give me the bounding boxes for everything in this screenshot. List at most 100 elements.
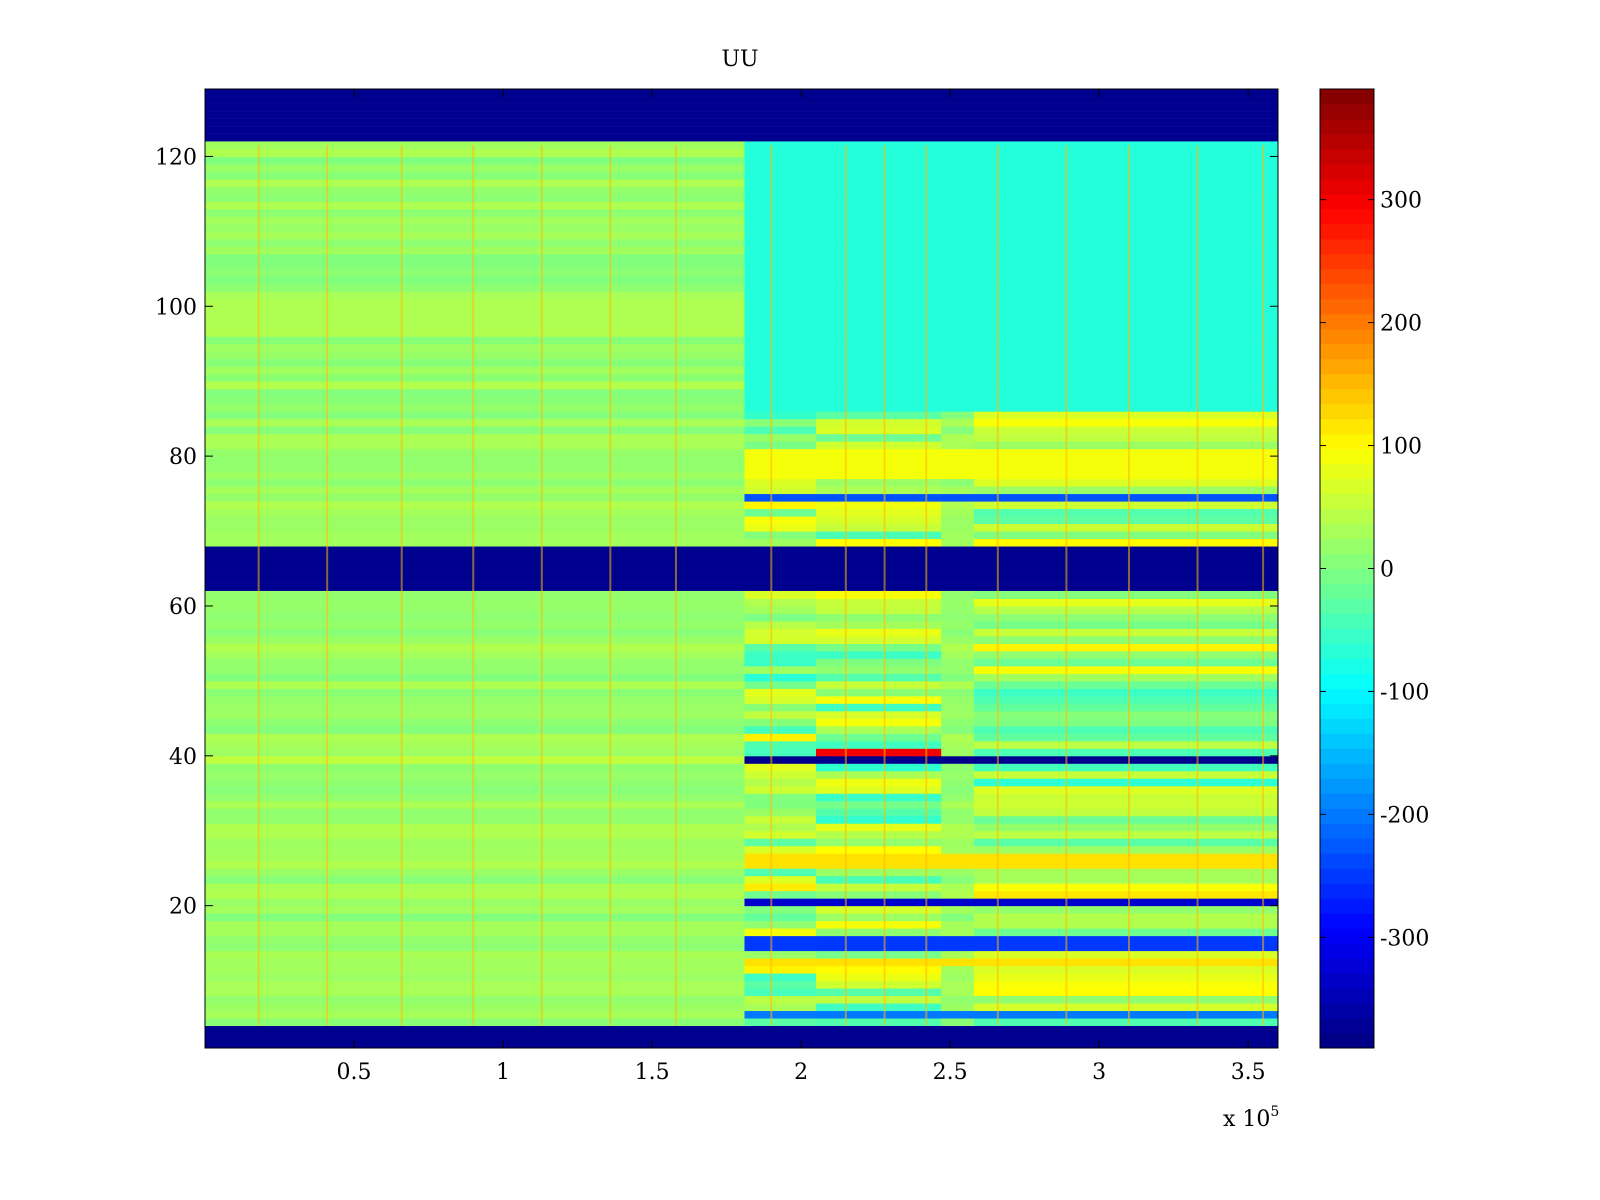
heatmap-cell (205, 703, 745, 712)
heatmap-cell (973, 793, 1279, 802)
heatmap-cell (941, 508, 975, 517)
heatmap-cell (973, 703, 1279, 712)
heatmap-cell (205, 920, 745, 929)
heatmap-cell (744, 605, 817, 614)
heatmap-cell (744, 463, 817, 472)
masked-row (205, 583, 1278, 591)
heatmap-cell (941, 411, 975, 420)
heatmap-cell (816, 1010, 942, 1019)
colorbar-swatch (1320, 178, 1374, 195)
colorbar-swatch (1320, 868, 1374, 884)
heatmap-cell (816, 838, 942, 847)
heatmap-cell (205, 381, 745, 390)
heatmap-cell (973, 328, 1279, 337)
heatmap-cell (973, 426, 1279, 435)
heatmap-cell (205, 628, 745, 637)
heatmap-cell (816, 261, 942, 270)
heatmap-cell (816, 890, 942, 899)
heatmap-cell (744, 208, 817, 217)
heatmap-cell (941, 740, 975, 749)
heatmap-cell (205, 808, 745, 817)
heatmap-cell (816, 478, 942, 487)
heatmap-cell (941, 913, 975, 922)
colorbar-swatch (1320, 223, 1374, 240)
heatmap-cell (816, 208, 942, 217)
heatmap-cell (744, 995, 817, 1004)
heatmap-cell (973, 1018, 1279, 1027)
heatmap-cell (744, 381, 817, 390)
heatmap-cell (744, 411, 817, 420)
heatmap-cell (973, 321, 1279, 330)
heatmap-cell (973, 890, 1279, 899)
heatmap-cell (205, 913, 745, 922)
heatmap-cell (973, 838, 1279, 847)
heatmap-cell (816, 373, 942, 382)
heatmap-cell (941, 860, 975, 869)
colorbar-swatch (1320, 268, 1374, 285)
heatmap-cell (744, 328, 817, 337)
heatmap-cell (816, 913, 942, 922)
heatmap-cell (973, 538, 1279, 547)
heatmap-cell (973, 268, 1279, 277)
heatmap-cell (744, 950, 817, 959)
heatmap-cell (744, 508, 817, 517)
heatmap-cell (941, 793, 975, 802)
heatmap-cell (816, 216, 942, 225)
colorbar-tick-label: 200 (1380, 312, 1422, 337)
heatmap-cell (816, 845, 942, 854)
heatmap-cell (744, 531, 817, 540)
colorbar-tick-label: -100 (1380, 680, 1429, 705)
masked-row (205, 575, 1278, 584)
heatmap-cell (973, 695, 1279, 704)
heatmap-cell (205, 508, 745, 517)
heatmap-cell (973, 898, 1279, 907)
heatmap-cell (941, 246, 975, 255)
heatmap-cell (816, 411, 942, 420)
heatmap-cell (941, 815, 975, 824)
heatmap-cell (816, 306, 942, 315)
heatmap-cell (973, 261, 1279, 270)
heatmap-cell (205, 516, 745, 525)
heatmap-cell (941, 950, 975, 959)
heatmap-cell (941, 980, 975, 989)
heatmap-cell (205, 613, 745, 622)
heatmap-cell (205, 433, 745, 442)
colorbar-tick-label: -200 (1380, 803, 1429, 828)
heatmap-cell (205, 493, 745, 502)
heatmap-cell (205, 261, 745, 270)
heatmap-cell (816, 298, 942, 307)
heatmap-cell (744, 800, 817, 809)
heatmap-cell (816, 995, 942, 1004)
heatmap-cell (941, 238, 975, 247)
heatmap-cell (744, 538, 817, 547)
heatmap-cell (205, 815, 745, 824)
heatmap-cell (816, 268, 942, 277)
heatmap-cell (816, 928, 942, 937)
heatmap-cell (816, 186, 942, 195)
masked-row (205, 111, 1278, 119)
masked-row (205, 561, 1278, 569)
heatmap-cell (941, 501, 975, 510)
heatmap-cell (205, 905, 745, 914)
heatmap-cell (973, 740, 1279, 749)
heatmap-cell (744, 493, 817, 502)
colorbar-swatch (1320, 733, 1374, 749)
heatmap-cell (744, 261, 817, 270)
heatmap-cell (744, 943, 817, 952)
heatmap-cell (205, 171, 745, 180)
heatmap-cell (941, 943, 975, 952)
colorbar-tick-label: 0 (1380, 558, 1394, 583)
heatmap-cell (816, 950, 942, 959)
heatmap-cell (973, 658, 1279, 667)
heatmap-cell (816, 171, 942, 180)
heatmap-cell (973, 755, 1279, 764)
heatmap-cell (816, 223, 942, 232)
colorbar-swatch (1320, 133, 1374, 150)
spike-line (400, 145, 403, 1026)
x-tick-label: 2.5 (933, 1060, 968, 1085)
colorbar-swatch (1320, 763, 1374, 779)
spike-line (1065, 145, 1068, 1026)
heatmap-cell (744, 268, 817, 277)
colorbar-swatch (1320, 313, 1374, 330)
heatmap-cell (744, 178, 817, 187)
